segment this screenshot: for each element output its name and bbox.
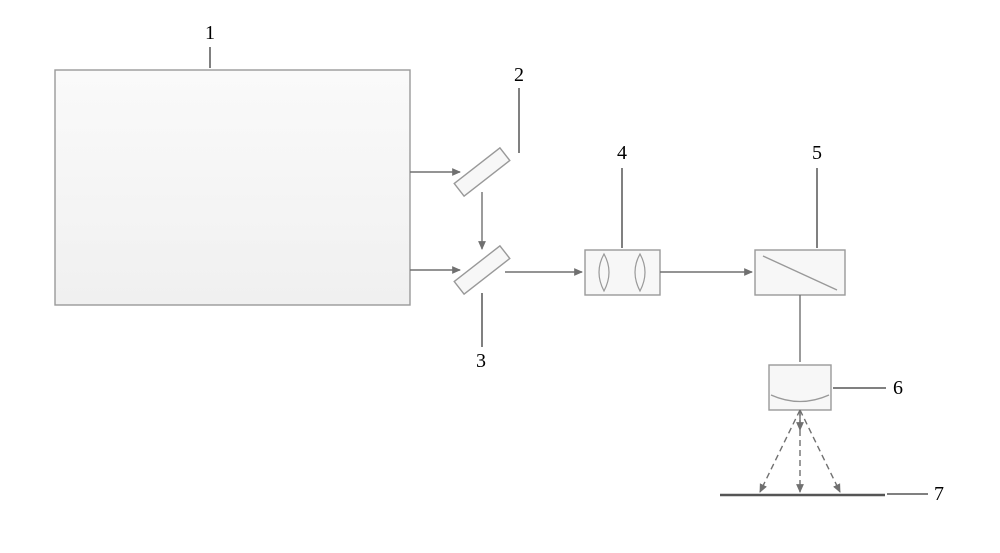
label-3: 3	[476, 350, 486, 373]
beam-paths	[410, 172, 840, 492]
optical-diagram	[0, 0, 1000, 553]
label-4: 4	[617, 142, 627, 165]
beam-expander	[585, 250, 660, 295]
label-2: 2	[514, 64, 524, 87]
mirror-3	[454, 246, 510, 294]
scanner	[755, 250, 845, 295]
laser-source	[55, 70, 410, 305]
label-1: 1	[205, 22, 215, 45]
label-6: 6	[893, 377, 903, 400]
label-7: 7	[934, 483, 944, 506]
ftheta-lens	[769, 365, 831, 410]
label-5: 5	[812, 142, 822, 165]
mirror-2	[454, 148, 510, 196]
